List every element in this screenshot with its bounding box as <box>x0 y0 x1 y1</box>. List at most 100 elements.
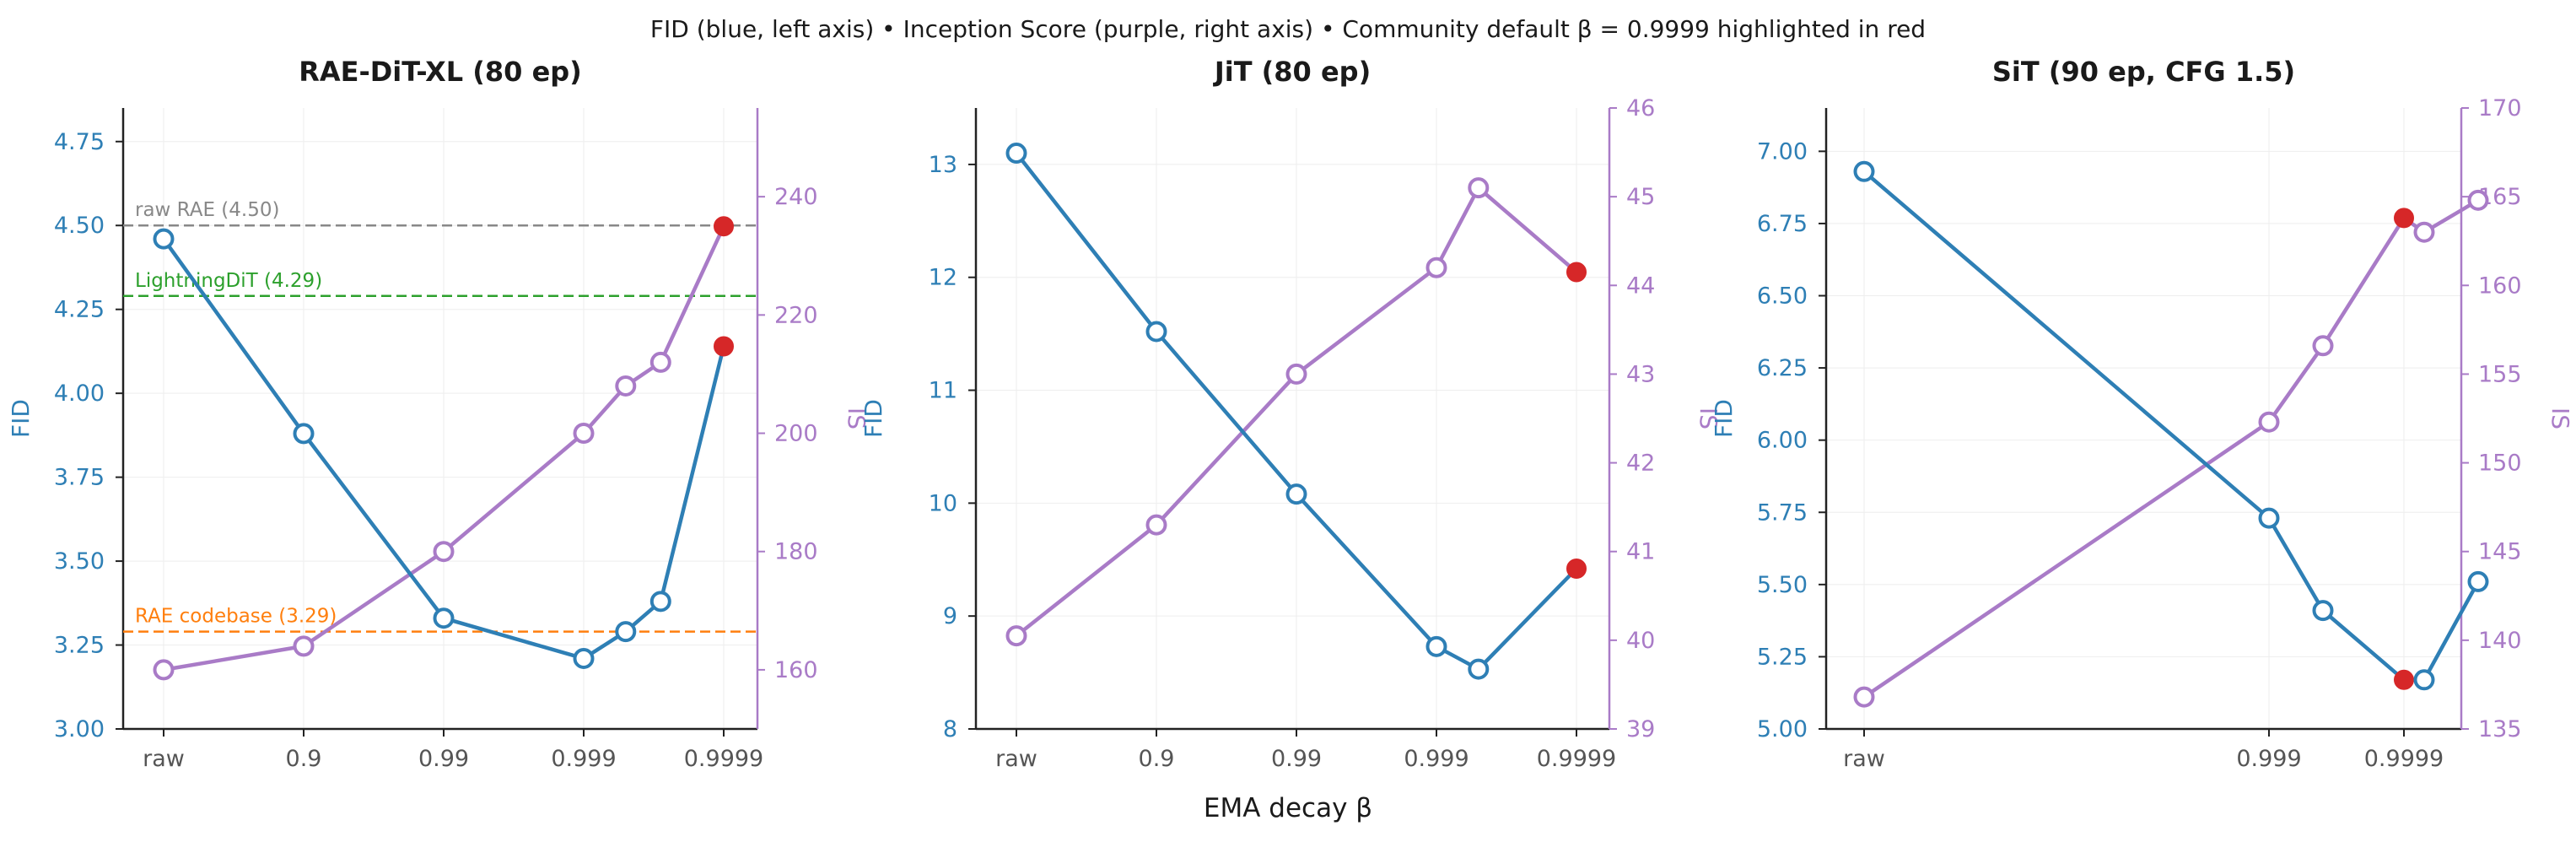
rae-dit-xl-fid-point <box>573 647 595 669</box>
rae-dit-xl-title: RAE-DiT-XL (80 ep) <box>299 56 582 88</box>
sit-fid-highlight-point <box>2394 669 2414 690</box>
panel-rae-dit-xl: 3.00 3.25 3.50 3.75 4.00 4.25 4.50 4.75 160 180 20… <box>7 56 870 772</box>
rae-dit-xl-fid-point <box>649 591 671 613</box>
sit-left-tick-label: 5.75 <box>1757 499 1808 526</box>
rae-dit-xl-left-tick-label: 4.00 <box>54 381 105 407</box>
jit-is-highlight-point <box>1566 262 1587 283</box>
jit-right-tick-label: 39 <box>1626 716 1655 742</box>
sit-is-highlight-point <box>2394 208 2414 229</box>
x-axis-label: EMA decay β <box>1204 793 1372 823</box>
sit-is-point <box>2467 189 2489 211</box>
sit-fid-point <box>2413 669 2435 691</box>
rae-dit-xl-fid-highlight-point <box>714 336 734 357</box>
rae-dit-xl-reference-label: raw RAE (4.50) <box>135 199 279 221</box>
sit-right-tick-label: 170 <box>2478 95 2522 121</box>
rae-dit-xl-x-tick-label: raw <box>143 746 185 772</box>
rae-dit-xl-left-tick-label: 4.50 <box>54 213 105 239</box>
sit-x-tick-label: 0.999 <box>2236 746 2301 772</box>
sit-is-point <box>1853 686 1875 708</box>
rae-dit-xl-right-tick-label: 160 <box>774 657 818 683</box>
sit-fid-point <box>2258 507 2280 529</box>
sit-right-tick-label: 145 <box>2478 539 2522 565</box>
sit-left-tick-label: 5.00 <box>1757 716 1808 742</box>
jit-left-tick-label: 10 <box>929 490 957 516</box>
jit-is-point <box>1005 625 1027 647</box>
jit-right-tick-label: 42 <box>1626 451 1655 477</box>
rae-dit-xl-x-tick-label: 0.9 <box>286 746 322 772</box>
sit-fid-point <box>2467 570 2489 592</box>
sit-left-tick-label: 6.00 <box>1757 428 1808 454</box>
rae-dit-xl-fid-point <box>293 423 315 445</box>
rae-dit-xl-right-tick-label: 180 <box>774 539 818 565</box>
sit-x-tick-label: 0.9999 <box>2364 746 2444 772</box>
jit-x-tick-label: 0.999 <box>1404 746 1469 772</box>
rae-dit-xl-is-point <box>293 635 315 657</box>
jit-left-tick-label: 13 <box>929 152 957 178</box>
rae-dit-xl-left-tick-label: 4.25 <box>54 297 105 323</box>
jit-left-tick-label: 8 <box>943 716 957 742</box>
jit-left-tick-label: 11 <box>929 378 957 404</box>
rae-dit-xl-reference-label: LightningDiT (4.29) <box>135 270 322 292</box>
sit-left-tick-label: 6.25 <box>1757 355 1808 381</box>
rae-dit-xl-ylabel-right: IS <box>843 408 870 429</box>
jit-x-tick-label: 0.9999 <box>1537 746 1616 772</box>
suptitle: FID (blue, left axis) • Inception Score … <box>650 15 1926 43</box>
jit-right-tick-label: 45 <box>1626 184 1655 210</box>
jit-is-point <box>1425 256 1447 278</box>
sit-left-tick-label: 6.75 <box>1757 211 1808 237</box>
sit-right-tick-label: 140 <box>2478 628 2522 654</box>
sit-right-tick-label: 135 <box>2478 716 2522 742</box>
jit-ylabel-left: FID <box>860 399 887 438</box>
jit-is-line <box>1015 186 1578 638</box>
rae-dit-xl-x-tick-label: 0.99 <box>418 746 469 772</box>
sit-fid-point <box>2312 600 2334 622</box>
sit-fid-line <box>1862 170 2480 683</box>
panel-sit: 5.00 5.25 5.50 5.75 6.00 6.25 6.50 6.75 7.00 135 1… <box>1710 56 2574 772</box>
sit-is-point <box>2312 335 2334 357</box>
jit-fid-point <box>1425 635 1447 657</box>
jit-ylabel-right: IS <box>1695 408 1722 429</box>
sit-fid-point <box>1853 160 1875 182</box>
jit-x-tick-label: raw <box>995 746 1037 772</box>
jit-fid-point <box>1285 483 1307 505</box>
jit-x-tick-label: 0.9 <box>1139 746 1175 772</box>
jit-fid-line <box>1015 152 1578 672</box>
rae-dit-xl-is-point <box>649 351 671 373</box>
sit-ylabel-left: FID <box>1710 399 1738 438</box>
sit-x-tick-label: raw <box>1843 746 1885 772</box>
rae-dit-xl-fid-point <box>433 607 455 629</box>
sit-right-tick-label: 150 <box>2478 451 2522 477</box>
rae-dit-xl-fid-point <box>153 228 175 250</box>
rae-dit-xl-is-point <box>573 423 595 445</box>
jit-right-tick-label: 41 <box>1626 539 1655 565</box>
sit-right-tick-label: 160 <box>2478 273 2522 299</box>
rae-dit-xl-left-tick-label: 3.25 <box>54 633 105 659</box>
jit-is-point <box>1285 363 1307 385</box>
rae-dit-xl-left-tick-label: 3.50 <box>54 548 105 575</box>
jit-fid-highlight-point <box>1566 558 1587 579</box>
sit-is-point <box>2258 411 2280 433</box>
sit-left-tick-label: 7.00 <box>1757 138 1808 165</box>
rae-dit-xl-left-tick-label: 3.00 <box>54 716 105 742</box>
sit-is-point <box>2413 221 2435 243</box>
jit-fid-point <box>1005 143 1027 165</box>
rae-dit-xl-ylabel-left: FID <box>7 399 35 438</box>
rae-dit-xl-is-point <box>433 541 455 563</box>
sit-is-line <box>1862 198 2480 699</box>
jit-right-tick-label: 40 <box>1626 628 1655 654</box>
jit-right-tick-label: 44 <box>1626 273 1655 299</box>
sit-right-tick-label: 155 <box>2478 361 2522 387</box>
rae-dit-xl-is-highlight-point <box>714 216 734 237</box>
jit-right-tick-label: 43 <box>1626 361 1655 387</box>
rae-dit-xl-right-tick-label: 240 <box>774 184 818 210</box>
sit-left-tick-label: 6.50 <box>1757 283 1808 310</box>
sit-left-tick-label: 5.50 <box>1757 572 1808 598</box>
rae-dit-xl-x-tick-label: 0.9999 <box>684 746 763 772</box>
jit-fid-point <box>1468 658 1490 680</box>
jit-is-point <box>1468 177 1490 199</box>
jit-left-tick-label: 9 <box>943 603 957 629</box>
panel-jit: 8 9 10 11 12 13 39 40 41 42 43 44 45 46 raw 0.9 0.99 0.99… <box>860 56 1722 772</box>
rae-dit-xl-right-tick-label: 200 <box>774 421 818 447</box>
rae-dit-xl-x-tick-label: 0.999 <box>551 746 616 772</box>
